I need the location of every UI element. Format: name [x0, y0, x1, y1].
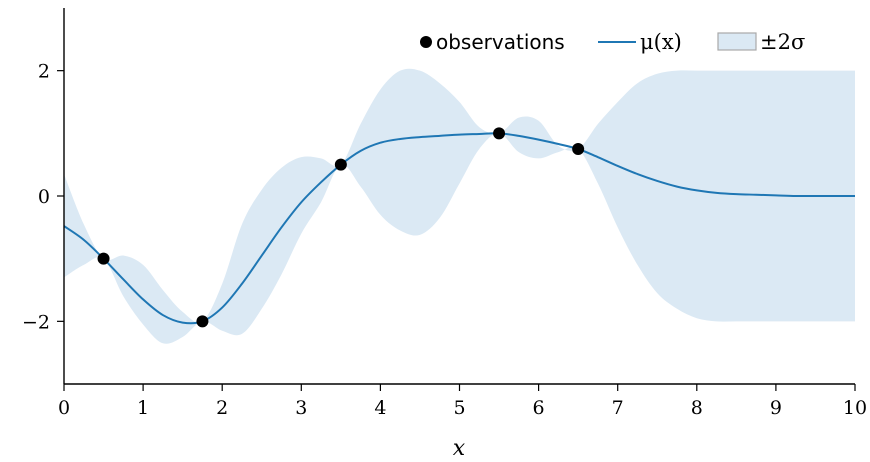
x-tick-label: 9 — [770, 397, 782, 419]
x-tick-label: 0 — [58, 397, 70, 419]
x-tick-label: 10 — [843, 397, 867, 419]
x-tick-label: 4 — [374, 397, 386, 419]
x-tick-label: 3 — [295, 397, 307, 419]
confidence-band — [64, 68, 855, 344]
x-tick-label: 7 — [612, 397, 624, 419]
x-axis-title: x — [453, 436, 466, 461]
axes — [57, 8, 856, 391]
y-tick-label: −2 — [22, 311, 50, 333]
x-tick-label: 8 — [691, 397, 703, 419]
observation-point — [334, 158, 347, 171]
x-tick-label: 1 — [137, 397, 149, 419]
observation-point — [97, 252, 110, 265]
observation-point — [493, 127, 506, 140]
legend: observations μ(x) ±2σ — [420, 30, 805, 54]
legend-band-label: ±2σ — [760, 30, 805, 54]
tick-labels: 0 1 2 3 4 5 6 7 8 9 10 −2 0 2 — [22, 61, 867, 419]
legend-mean-label: μ(x) — [640, 30, 682, 54]
confidence-band-layer — [64, 68, 855, 344]
observation-point — [196, 315, 209, 328]
x-tick-label: 2 — [216, 397, 228, 419]
legend-band-swatch — [717, 32, 757, 51]
observation-point — [572, 143, 585, 155]
legend-observations-label: observations — [436, 30, 565, 54]
y-tick-label: 0 — [38, 186, 50, 208]
x-tick-label: 6 — [533, 397, 545, 419]
y-tick-label: 2 — [38, 61, 50, 83]
observations-layer — [97, 127, 585, 328]
x-tick-label: 5 — [453, 397, 465, 419]
legend-observations-marker — [420, 36, 432, 48]
